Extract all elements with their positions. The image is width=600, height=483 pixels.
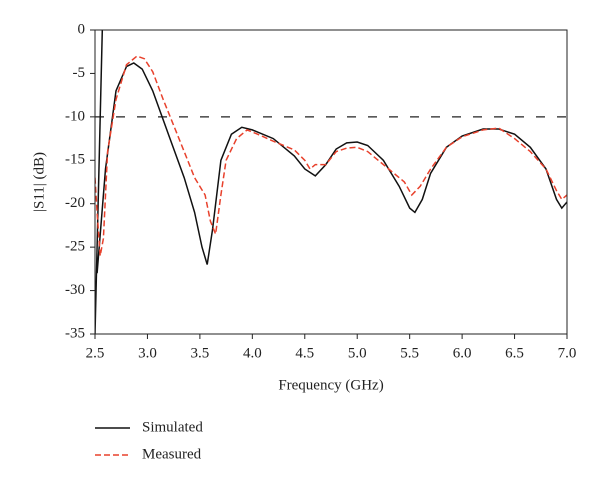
x-tick-label: 6.5 [505, 345, 524, 361]
x-tick-label: 2.5 [86, 345, 105, 361]
y-tick-label: -15 [65, 152, 85, 168]
x-tick-label: 5.0 [348, 345, 367, 361]
x-tick-label: 3.5 [191, 345, 210, 361]
x-tick-label: 7.0 [558, 345, 577, 361]
series-line [95, 55, 567, 256]
y-axis-label: |S11| (dB) [31, 152, 47, 212]
x-tick-label: 3.0 [138, 345, 157, 361]
x-tick-label: 4.0 [243, 345, 262, 361]
y-tick-label: -35 [65, 325, 85, 341]
y-tick-label: 0 [78, 21, 86, 37]
legend-label: Simulated [142, 419, 203, 435]
x-tick-label: 6.0 [453, 345, 472, 361]
legend-label: Measured [142, 446, 202, 462]
x-tick-label: 5.5 [400, 345, 419, 361]
series-line [95, 30, 567, 334]
y-tick-label: -20 [65, 195, 85, 211]
y-tick-label: -25 [65, 239, 85, 255]
y-tick-label: -10 [65, 108, 85, 124]
y-tick-label: -30 [65, 282, 85, 298]
x-tick-label: 4.5 [295, 345, 314, 361]
plot-area [95, 30, 567, 334]
y-tick-label: -5 [73, 65, 86, 81]
plot-frame [94, 29, 568, 335]
x-axis-label: Frequency (GHz) [278, 377, 383, 393]
